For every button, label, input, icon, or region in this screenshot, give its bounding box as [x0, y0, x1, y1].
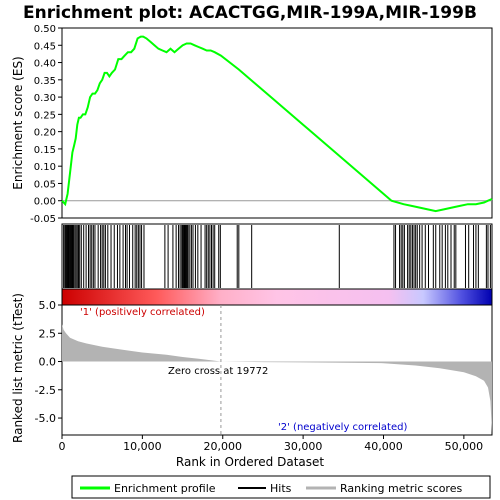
legend-box	[71, 475, 491, 499]
metric-xtick-label: 20,000	[203, 440, 242, 453]
negative-correlation-label: '2' (negatively correlated)	[278, 422, 407, 433]
es-panel-frame	[61, 27, 493, 219]
positive-correlation-label: '1' (positively correlated)	[80, 307, 205, 318]
legend-hits-label: Hits	[270, 482, 292, 495]
es-ytick-label: 0.00	[34, 197, 56, 208]
rank-color-bar	[61, 288, 493, 306]
es-ytick-label: 0.05	[34, 179, 56, 190]
es-ylabel: Enrichment score (ES)	[11, 56, 25, 189]
metric-ytick-label: 5.0	[39, 299, 57, 312]
hit-markers	[63, 225, 491, 288]
metric-ytick-label: 0.0	[39, 356, 57, 369]
enrichment-profile-line	[61, 35, 493, 213]
es-ytick-label: 0.20	[34, 128, 56, 139]
metric-xtick-label: 0	[59, 440, 66, 453]
metric-xtick-label: 40,000	[364, 440, 403, 453]
es-ytick-label: 0.45	[34, 41, 56, 52]
hits-panel-frame	[61, 223, 493, 290]
es-ytick-label: 0.30	[34, 93, 56, 104]
legend-enrichment-label: Enrichment profile	[114, 482, 216, 495]
metric-xtick-label: 50,000	[445, 440, 484, 453]
metric-panel-frame	[61, 304, 493, 436]
metric-xtick-label: 10,000	[123, 440, 162, 453]
zero-cross-label: Zero cross at 19772	[168, 366, 268, 377]
es-ytick-label: -0.05	[30, 214, 56, 225]
metric-ytick-label: -2.5	[35, 384, 56, 397]
es-ytick-label: 0.35	[34, 76, 56, 87]
metric-xtick-label: 30,000	[284, 440, 323, 453]
metric-xlabel: Rank in Ordered Dataset	[176, 455, 324, 469]
es-ytick-label: 0.10	[34, 162, 56, 173]
chart-title: Enrichment plot: ACACTGG,MIR-199A,MIR-19…	[23, 3, 477, 23]
metric-ylabel: Ranked list metric (tTest)	[11, 293, 25, 443]
legend-ranking-label: Ranking metric scores	[340, 482, 462, 495]
es-ytick-label: 0.50	[34, 24, 56, 35]
es-ytick-label: 0.25	[34, 110, 56, 121]
metric-ytick-label: 2.5	[39, 327, 57, 340]
metric-ytick-label: -5.0	[35, 412, 56, 425]
es-ytick-label: 0.40	[34, 59, 56, 70]
es-ytick-label: 0.15	[34, 145, 56, 156]
